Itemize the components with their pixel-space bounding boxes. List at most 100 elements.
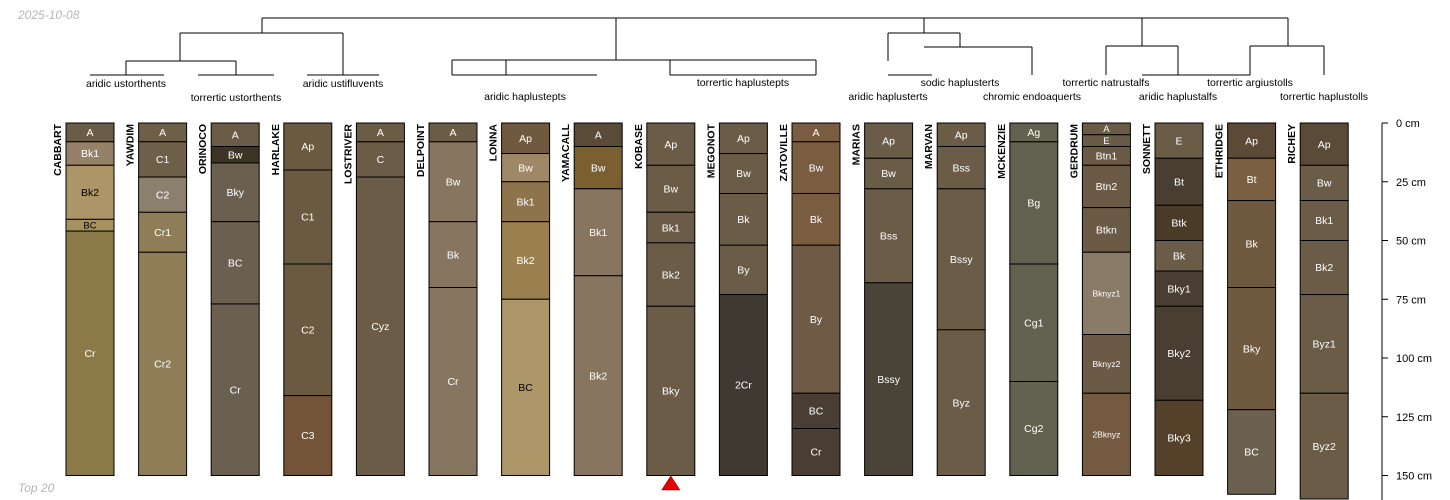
horizon — [283, 395, 333, 477]
horizon-label: By — [810, 314, 823, 326]
horizon — [501, 298, 551, 476]
horizon-label: Bk — [1173, 250, 1186, 262]
taxon-label: aridic haplusterts — [848, 91, 927, 103]
horizon-label: Bw — [809, 162, 824, 174]
horizon — [1154, 305, 1204, 401]
profile-gerdrum: AE Btn1 Btn2 Btkn Bknyz1 Bknyz2 2Bknyz GERDRUM — [1068, 122, 1131, 476]
profile-sonnett: E Bt Btk Bk Bky1 Bky2 Bky3 SONNETT — [1141, 122, 1204, 476]
horizon — [936, 188, 986, 331]
horizon — [864, 157, 914, 190]
horizon-label: BC — [83, 221, 96, 232]
taxon-label: torrertic haplustolls — [1280, 91, 1368, 103]
horizon — [501, 181, 551, 223]
horizon-label: Byz1 — [1313, 339, 1337, 351]
horizon-label: Bk2 — [517, 255, 535, 267]
horizon-label: Ap — [664, 139, 677, 151]
horizon — [1299, 200, 1349, 242]
horizon-label: Cr — [230, 384, 242, 396]
profile-zatoville: A Bw Bk By BC Cr ZATOVILLE — [778, 122, 841, 476]
horizon-label: Cr — [84, 348, 96, 360]
horizon — [718, 193, 768, 246]
horizon — [718, 294, 768, 476]
horizon-label: Bssy — [877, 374, 901, 386]
horizon-label: Btk — [1171, 218, 1187, 230]
horizon-label: Bky3 — [1167, 433, 1191, 445]
horizon-label: Bknyz1 — [1092, 288, 1120, 298]
depth-axis: 0 cm 25 cm 50 cm 75 cm 100 cm 125 cm 150 cm — [1381, 118, 1432, 500]
horizon-label: 2Cr — [735, 380, 752, 392]
horizon-label: C2 — [301, 324, 315, 336]
horizon-label: Cg1 — [1024, 317, 1043, 329]
axis-tick-label: 0 cm — [1396, 118, 1420, 130]
horizon — [210, 221, 260, 305]
horizon-label: Bw — [1317, 178, 1332, 190]
profile-name: MARVAN — [923, 124, 935, 169]
horizon-label: C2 — [156, 189, 170, 201]
horizon — [355, 176, 405, 477]
horizon-label: Byz — [952, 397, 970, 409]
horizon — [864, 282, 914, 476]
horizon-label: C — [377, 154, 385, 166]
horizon-label: Bky — [662, 386, 680, 398]
profile-kobase: Ap Bw Bk1 Bk2 Bky KOBASE — [633, 122, 696, 476]
profile-name: CABBART — [52, 123, 64, 175]
footer-note: Top 20 — [18, 481, 55, 495]
horizon-label: Bky1 — [1167, 283, 1191, 295]
horizon — [791, 428, 841, 476]
horizon — [1081, 207, 1131, 253]
horizon-label: A — [377, 127, 384, 139]
profile-richey: Ap Bw Bk1 Bk2 Byz1 Byz2 RICHEY — [1286, 122, 1349, 500]
profile-name: RICHEY — [1286, 124, 1298, 164]
horizon-label: Ap — [1245, 135, 1258, 147]
horizon-label: Bk2 — [589, 370, 607, 382]
profile-yamacall: A Bw Bk1 Bk2 YAMACALL — [560, 122, 623, 476]
taxon-label: torrertic ustorthents — [191, 92, 281, 104]
horizon-label: A — [812, 127, 819, 139]
horizon — [1081, 334, 1131, 394]
horizon — [1154, 399, 1204, 476]
horizon-label: Btkn — [1096, 225, 1117, 237]
horizon — [210, 162, 260, 223]
horizon — [718, 122, 768, 155]
profile-cabbart: A Bk1 Bk2 BC Cr CABBART — [52, 122, 115, 476]
horizon — [573, 275, 623, 476]
profile-orinoco: A Bw Bky BC Cr ORINOCO — [197, 122, 260, 477]
horizon-label: Ap — [1318, 139, 1331, 151]
horizon-label: E — [1175, 135, 1182, 147]
profile-marvan: Ap Bss Bssy Byz MARVAN — [923, 122, 986, 476]
horizon-label: Cr — [810, 447, 822, 459]
profile-delpoint: A Bw Bk Cr DELPOINT — [415, 122, 478, 476]
horizon — [1299, 240, 1349, 296]
profile-yawdim: A C1 C2 Cr1 Cr2 YAWDIM — [125, 122, 188, 476]
horizon — [936, 329, 986, 476]
axis-tick-label: 125 cm — [1396, 412, 1432, 424]
horizon-label: C3 — [301, 430, 315, 442]
horizon-label: Btn1 — [1096, 151, 1118, 163]
profile-name: LONNA — [488, 124, 500, 162]
horizon — [1299, 392, 1349, 500]
axis-tick-label: 25 cm — [1396, 177, 1426, 189]
horizon — [1081, 392, 1131, 476]
dendrogram — [90, 17, 1325, 76]
horizon-label: Bss — [952, 162, 970, 174]
axis-tick-label: 150 cm — [1396, 471, 1432, 483]
horizon-label: Cyz — [371, 321, 389, 333]
horizon-label: Btn2 — [1096, 181, 1118, 193]
horizon-label: Bw — [591, 162, 606, 174]
horizon — [791, 392, 841, 429]
horizon — [283, 122, 333, 171]
profile-harlake: Ap C1 C2 C3 HARLAKE — [270, 122, 333, 477]
horizon-label: Byz2 — [1313, 441, 1337, 453]
horizon-label: By — [737, 265, 750, 277]
horizon-label: BC — [1244, 447, 1259, 459]
profile-mckenzie: Ag Bg Cg1 Cg2 MCKENZIE — [996, 122, 1059, 476]
profile-name: YAWDIM — [125, 124, 137, 166]
horizon — [791, 244, 841, 394]
horizon-label: Bw — [881, 168, 896, 180]
horizon-label: Bky — [226, 187, 244, 199]
horizon — [718, 244, 768, 296]
horizon — [1299, 294, 1349, 394]
horizon — [1081, 251, 1131, 335]
profile-megonot: Ap Bw Bk By 2Cr MEGONOT — [705, 122, 768, 476]
